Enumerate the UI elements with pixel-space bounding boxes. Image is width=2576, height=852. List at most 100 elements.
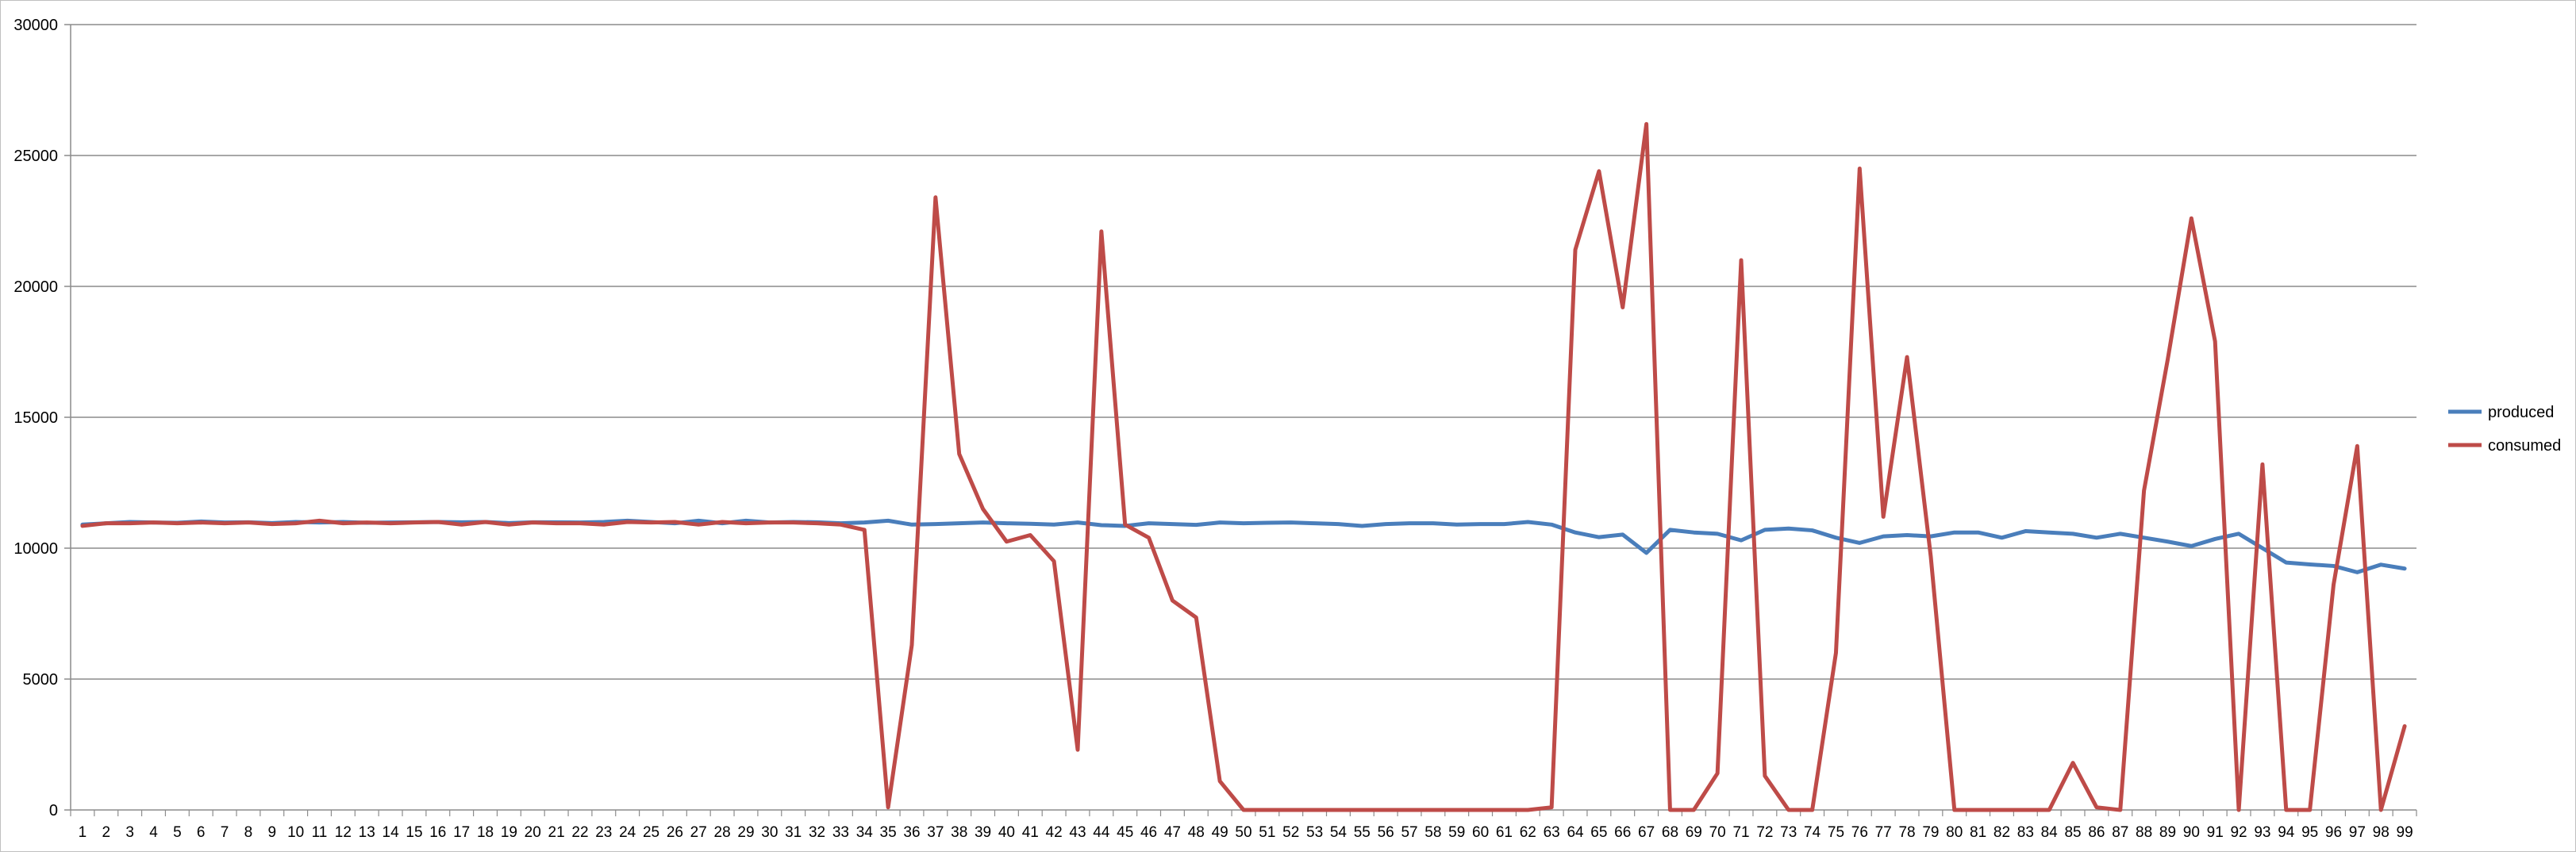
x-tick-label: 72 <box>1756 824 1773 841</box>
x-tick-label: 14 <box>383 824 400 841</box>
x-tick-label: 23 <box>595 824 612 841</box>
x-tick-label: 84 <box>2041 824 2059 841</box>
x-tick-label: 74 <box>1804 824 1821 841</box>
x-tick-label: 73 <box>1780 824 1797 841</box>
x-tick-label: 59 <box>1448 824 1465 841</box>
x-tick-label: 82 <box>1994 824 2010 841</box>
axes <box>70 25 2417 816</box>
x-tick-label: 42 <box>1046 824 1063 841</box>
x-tick-label: 70 <box>1709 824 1726 841</box>
x-tick-label: 83 <box>2017 824 2034 841</box>
x-tick-label: 5 <box>173 824 182 841</box>
x-tick-label: 67 <box>1638 824 1655 841</box>
x-tick-label: 99 <box>2397 824 2413 841</box>
x-tick-label: 69 <box>1686 824 1702 841</box>
x-tick-label: 64 <box>1567 824 1584 841</box>
x-tick-label: 61 <box>1496 824 1513 841</box>
x-tick-label: 92 <box>2230 824 2247 841</box>
y-tick-label: 15000 <box>13 409 58 427</box>
series-produced <box>80 518 2407 574</box>
legend-item-produced: produced <box>2448 404 2554 421</box>
x-tick-label: 76 <box>1851 824 1868 841</box>
x-tick-label: 85 <box>2064 824 2081 841</box>
x-tick-label: 58 <box>1424 824 1441 841</box>
x-tick-label: 39 <box>975 824 991 841</box>
x-tick-label: 56 <box>1378 824 1394 841</box>
x-tick-label: 96 <box>2325 824 2342 841</box>
series-line-consumed <box>80 121 2407 812</box>
x-tick-label: 80 <box>1946 824 1963 841</box>
series-line-produced <box>80 518 2407 574</box>
y-tick-label: 5000 <box>23 671 59 689</box>
series-consumed <box>80 121 2407 812</box>
x-tick-label: 88 <box>2136 824 2152 841</box>
x-tick-label: 49 <box>1212 824 1228 841</box>
x-tick-label: 77 <box>1875 824 1892 841</box>
legend-label: produced <box>2488 404 2554 421</box>
x-tick-label: 24 <box>619 824 636 841</box>
x-tick-label: 2 <box>102 824 110 841</box>
x-tick-label: 87 <box>2112 824 2128 841</box>
x-tick-label: 60 <box>1472 824 1489 841</box>
y-tick-label: 10000 <box>13 540 58 558</box>
x-tick-label: 54 <box>1330 824 1348 841</box>
x-tick-label: 89 <box>2159 824 2176 841</box>
x-tick-label: 33 <box>832 824 849 841</box>
x-tick-label: 97 <box>2349 824 2366 841</box>
legend: produced consumed <box>2448 404 2561 455</box>
x-tick-label: 28 <box>714 824 731 841</box>
x-tick-label: 11 <box>312 824 328 841</box>
x-tick-label: 75 <box>1828 824 1844 841</box>
x-tick-label: 38 <box>951 824 967 841</box>
x-tick-label: 45 <box>1117 824 1133 841</box>
x-tick-label: 32 <box>809 824 825 841</box>
x-tick-label: 55 <box>1354 824 1371 841</box>
x-tick-label: 46 <box>1140 824 1157 841</box>
x-tick-label: 94 <box>2278 824 2295 841</box>
x-tick-label: 15 <box>406 824 422 841</box>
x-tick-label: 48 <box>1188 824 1205 841</box>
x-tick-label: 36 <box>903 824 920 841</box>
x-tick-label: 25 <box>643 824 659 841</box>
x-tick-label: 79 <box>1922 824 1939 841</box>
x-axis-tick-labels: 1 2 3 4 5 6 7 8 9 10 11 12 13 14 15 16 17 18 19 20 21 22 23 24 2… <box>79 824 2413 841</box>
y-tick-label: 25000 <box>13 148 58 165</box>
y-tick-label: 0 <box>49 802 58 819</box>
y-tick-label: 30000 <box>13 17 58 34</box>
x-tick-label: 6 <box>197 824 206 841</box>
x-tick-label: 12 <box>335 824 352 841</box>
x-tick-label: 18 <box>477 824 494 841</box>
x-tick-label: 86 <box>2088 824 2105 841</box>
y-axis-tick-labels: 0 5000 10000 15000 20000 25000 30000 <box>13 17 58 819</box>
x-tick-label: 21 <box>548 824 565 841</box>
x-tick-label: 44 <box>1093 824 1110 841</box>
x-tick-label: 43 <box>1069 824 1086 841</box>
x-tick-label: 27 <box>690 824 707 841</box>
x-tick-label: 90 <box>2183 824 2200 841</box>
x-tick-label: 4 <box>149 824 158 841</box>
x-tick-label: 47 <box>1164 824 1181 841</box>
x-tick-label: 98 <box>2373 824 2390 841</box>
legend-label: consumed <box>2488 437 2561 455</box>
x-tick-label: 93 <box>2254 824 2270 841</box>
x-tick-label: 8 <box>244 824 253 841</box>
x-tick-label: 52 <box>1282 824 1299 841</box>
x-tick-label: 20 <box>525 824 541 841</box>
x-tick-label: 17 <box>453 824 470 841</box>
x-tick-label: 7 <box>221 824 229 841</box>
x-tick-label: 34 <box>856 824 874 841</box>
series-lines <box>80 121 2407 812</box>
x-tick-label: 37 <box>927 824 944 841</box>
x-tick-label: 57 <box>1401 824 1417 841</box>
y-tick-label: 20000 <box>13 278 58 296</box>
x-tick-label: 50 <box>1235 824 1251 841</box>
x-tick-label: 78 <box>1898 824 1915 841</box>
x-tick-label: 30 <box>761 824 778 841</box>
x-tick-label: 71 <box>1732 824 1749 841</box>
x-tick-label: 13 <box>359 824 375 841</box>
x-tick-label: 1 <box>79 824 87 841</box>
x-tick-label: 51 <box>1259 824 1275 841</box>
x-tick-label: 10 <box>287 824 304 841</box>
